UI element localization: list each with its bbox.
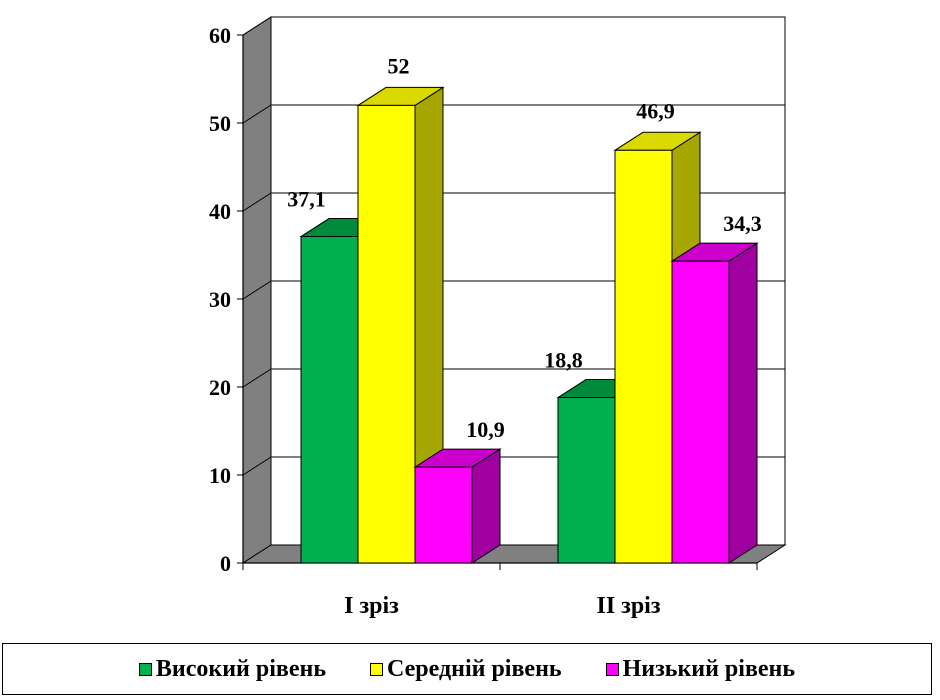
bar (557, 397, 616, 564)
data-label: 10,9 (466, 417, 505, 442)
data-label: 18,8 (544, 348, 583, 373)
legend-swatch-high (138, 662, 152, 676)
data-label: 37,1 (287, 187, 326, 212)
bar-chart: 0 10 20 30 40 50 60 37,1 52 10,9 18,8 46,9 34,3 I з… (209, 16, 787, 619)
legend-swatch-medium (370, 662, 384, 676)
y-tick-labels: 0 10 20 30 40 50 60 (209, 23, 231, 576)
y-tick-label: 50 (209, 111, 231, 136)
bar (300, 236, 359, 564)
bar (414, 466, 473, 564)
bars (299, 86, 759, 564)
gridline-side (242, 368, 272, 388)
bar-side (471, 448, 501, 564)
bar (614, 149, 673, 564)
data-label: 52 (388, 53, 410, 78)
gridline-side (242, 192, 272, 212)
legend-label-high: Високий рівень (155, 655, 327, 682)
bar (357, 104, 416, 564)
y-tick-label: 30 (209, 287, 231, 312)
y-tick-label: 20 (209, 375, 231, 400)
legend-label-medium: Середній рівень (387, 655, 562, 682)
y-tick-label: 10 (209, 463, 231, 488)
data-labels: 37,1 52 10,9 18,8 46,9 34,3 (287, 53, 762, 442)
gridline-side (242, 456, 272, 476)
legend-item-high: Високий рівень (138, 655, 327, 683)
category-label: I зріз (344, 593, 399, 619)
legend-item-medium: Середній рівень (370, 656, 562, 683)
gridline-side (242, 104, 272, 124)
data-label: 34,3 (723, 211, 762, 236)
bar-side (728, 242, 758, 564)
category-labels: I зріз II зріз (344, 593, 661, 619)
category-label: II зріз (597, 593, 661, 619)
legend-swatch-low (605, 662, 619, 676)
data-label: 46,9 (636, 98, 675, 123)
bar (671, 260, 730, 564)
gridline-side (242, 280, 272, 300)
y-tick-label: 40 (209, 199, 231, 224)
gridline-side (242, 16, 272, 36)
legend-item-low: Низький рівень (605, 655, 796, 683)
legend-label-low: Низький рівень (622, 655, 796, 682)
y-tick-label: 60 (209, 23, 231, 48)
y-tick-label: 0 (220, 551, 231, 576)
legend: Високий рівень Середній рівень Низький р… (2, 643, 932, 695)
